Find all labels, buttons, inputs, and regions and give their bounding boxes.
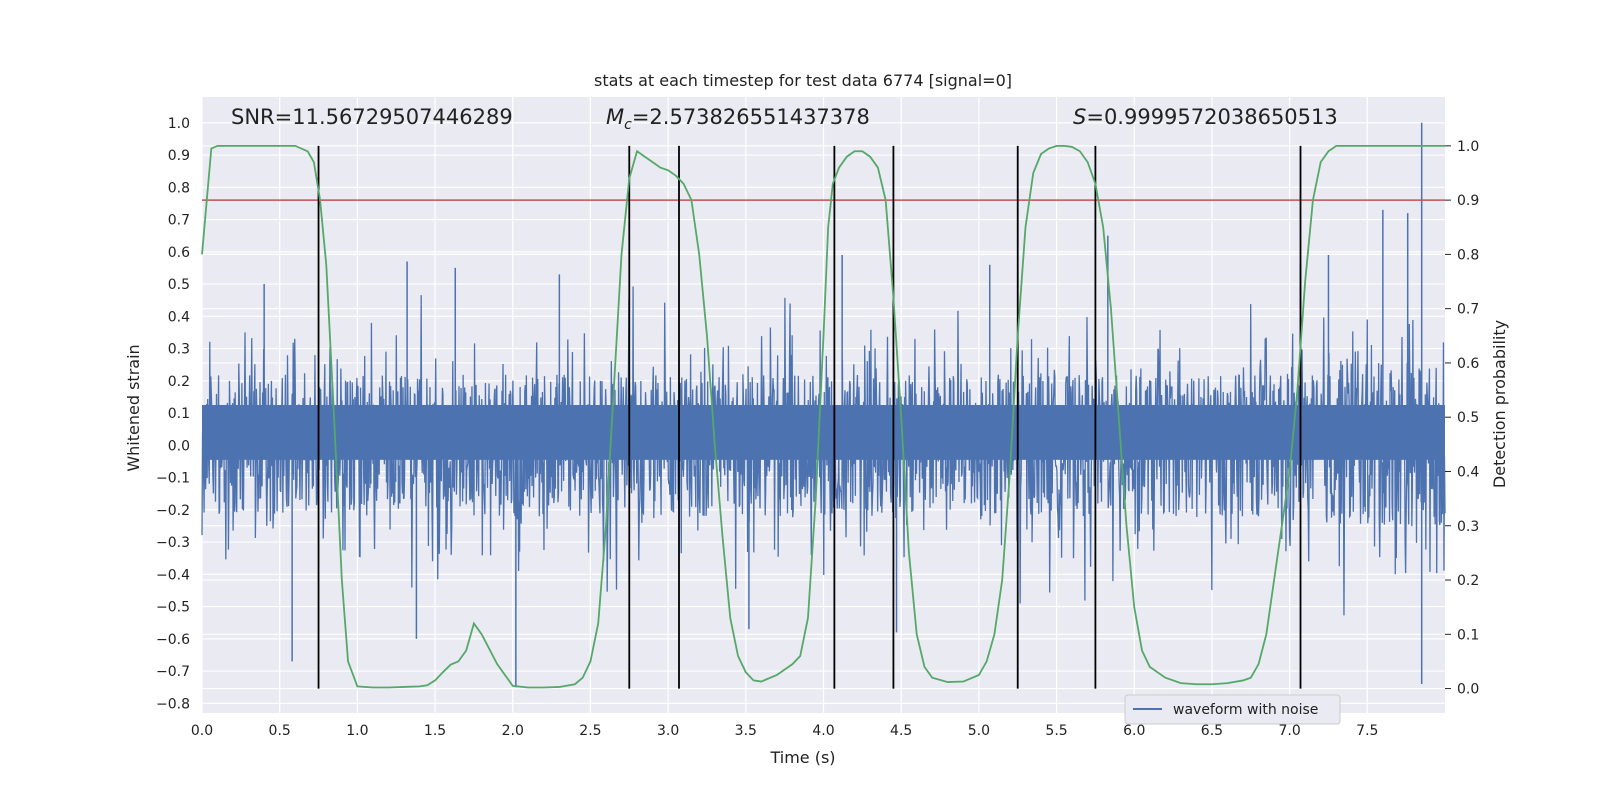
chart-title: stats at each timestep for test data 677… [594,71,1012,90]
y2-tick-label: 0.1 [1457,627,1479,643]
score-symbol: S [1073,105,1086,129]
y2-axis-label: Detection probability [1490,320,1509,488]
y2-tick-label: 0.6 [1457,356,1479,372]
x-tick-label: 4.0 [812,723,834,739]
x-tick-label: 7.5 [1356,723,1378,739]
chirp-mass-value: =2.573826551437378 [632,105,870,129]
probability-series [201,144,1445,689]
y-axis-ticks: 1.0 0.9 0.8 0.7 0.6 0.5 0.4 0.3 0.2 0.1 0.0 −0.1 −0.… [156,116,190,713]
x-tick-label: 4.5 [890,723,912,739]
x-tick-label: 5.0 [968,723,990,739]
vertical-markers [317,145,1302,689]
x-tick-label: 3.5 [735,723,757,739]
score-value: =0.9999572038650513 [1086,105,1337,129]
x-tick-label: 6.0 [1123,723,1145,739]
y2-tick-label: 0.9 [1457,193,1479,209]
y-tick-label: 0.8 [168,180,190,196]
x-tick-label: 7.0 [1278,723,1300,739]
y-tick-label: −0.7 [156,664,190,680]
legend: waveform with noise [1124,694,1341,725]
legend-label-waveform: waveform with noise [1173,702,1318,718]
x-tick-label: 1.5 [424,723,446,739]
x-tick-label: 2.0 [502,723,524,739]
y-tick-label: −0.8 [156,696,190,712]
y-tick-label: 0.6 [168,245,190,261]
waveform-series [201,122,1446,688]
y-tick-label: 0.9 [168,148,190,164]
y-tick-label: 0.1 [168,406,190,422]
y-tick-label: −0.6 [156,632,190,648]
y2-tick-label: 0.4 [1457,464,1479,480]
y-tick-label: −0.3 [156,535,190,551]
y2-tick-label: 0.7 [1457,302,1479,318]
waveform-line [201,286,1446,616]
legend-box [1124,694,1341,725]
x-tick-label: 5.5 [1045,723,1067,739]
y2-tick-label: 0.3 [1457,519,1479,535]
y-tick-label: 0.5 [168,277,190,293]
score-annotation: S=0.9999572038650513 [1073,105,1338,129]
y2-tick-label: 0.2 [1457,573,1479,589]
x-tick-label: 3.0 [657,723,679,739]
y-tick-label: 0.0 [168,438,190,454]
y-tick-label: 0.4 [168,309,190,325]
y-tick-label: 0.3 [168,342,190,358]
y2-tick-label: 0.0 [1457,682,1479,698]
y-tick-label: 0.2 [168,374,190,390]
probability-line [201,144,1445,689]
y-tick-label: −0.1 [156,471,190,487]
y2-tick-label: 0.5 [1457,410,1479,426]
y-axis-label: Whitened strain [124,344,143,471]
x-tick-label: 0.5 [269,723,291,739]
x-tick-label: 2.5 [579,723,601,739]
x-axis-label: Time (s) [769,748,835,767]
chirp-mass-symbol: M [606,105,624,129]
x-tick-label: 6.5 [1201,723,1223,739]
y2-tick-label: 0.8 [1457,247,1479,263]
snr-annotation: SNR=11.56729507446289 [231,105,513,129]
chirp-mass-annotation: Mc=2.573826551437378 [606,105,870,133]
y-tick-label: −0.4 [156,567,190,583]
chirp-mass-subscript: c [624,117,632,133]
y-tick-label: 1.0 [168,116,190,132]
x-tick-label: 1.0 [346,723,368,739]
y2-axis-ticks: 1.0 0.9 0.8 0.7 0.6 0.5 0.4 0.3 0.2 0.1 0.0 [1445,139,1479,698]
y-tick-label: 0.7 [168,213,190,229]
y2-tick-label: 1.0 [1457,139,1479,155]
y-tick-label: −0.5 [156,600,190,616]
x-tick-label: 0.0 [191,723,213,739]
y-tick-label: −0.2 [156,503,190,519]
x-axis-ticks: 0.0 0.5 1.0 1.5 2.0 2.5 3.0 3.5 4.0 4.5 5.0 5.5 6.0 6… [191,723,1379,739]
